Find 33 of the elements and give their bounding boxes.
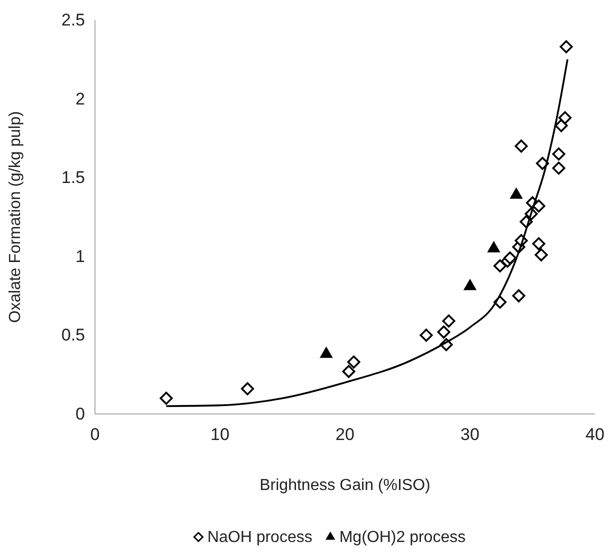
y-tick-label: 1.5 <box>61 168 85 188</box>
y-tick-label: 1 <box>76 246 85 266</box>
point <box>552 162 566 175</box>
x-tick-label: 30 <box>460 425 480 444</box>
y-tick-label: 2.5 <box>61 10 85 30</box>
point <box>532 199 546 212</box>
y-tick-label: 0 <box>76 404 85 424</box>
point <box>532 237 546 250</box>
point <box>240 382 254 396</box>
point <box>420 328 433 342</box>
x-axis-title: Brightness Gain (%ISO) <box>260 477 430 494</box>
point <box>442 314 456 328</box>
point <box>512 289 526 302</box>
point <box>503 251 517 264</box>
x-tick-label: 20 <box>336 425 354 444</box>
y-axis-title: Oxalate Formation (g/kg pulp) <box>7 111 24 323</box>
point <box>493 259 507 272</box>
point <box>347 355 360 369</box>
point <box>437 326 450 339</box>
point <box>514 140 528 153</box>
point <box>558 111 572 124</box>
x-tick-label: 0 <box>90 425 100 444</box>
point <box>534 248 548 262</box>
y-tick-label: 2 <box>76 89 85 108</box>
x-tick-label: 10 <box>210 425 230 444</box>
point <box>160 392 173 405</box>
point <box>552 147 566 160</box>
y-tick-label: 0.5 <box>61 326 85 345</box>
point <box>342 364 356 378</box>
x-tick-label: 40 <box>586 425 604 444</box>
legend-label: Mg(OH)2 process <box>339 529 466 546</box>
point <box>560 40 573 54</box>
legend-label: NaOH process <box>207 529 312 546</box>
